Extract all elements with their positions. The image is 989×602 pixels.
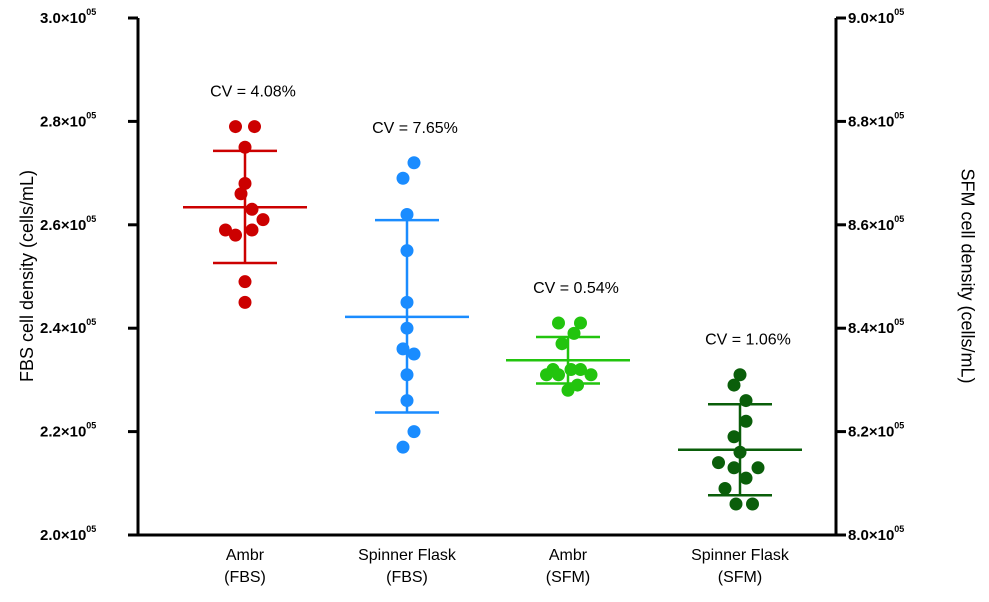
data-point [256, 213, 270, 227]
right-y-axis-title: SFM cell density (cells/mL) [957, 168, 977, 383]
category-label-line1: Spinner Flask [691, 547, 790, 564]
cv-annotation: CV = 7.65% [372, 120, 458, 137]
data-point [574, 363, 587, 377]
group-3: CV = 0.54% [506, 280, 630, 397]
left-y-tick-label: 2.0×1005 [40, 524, 96, 544]
ticks-layer: 2.0×1005 2.2×1005 2.4×1005 2.6×1005 2.8×1005… [40, 7, 904, 544]
right-y-tick-label: 8.8×1005 [848, 110, 904, 130]
data-point [245, 202, 259, 216]
left-y-tick-label: 2.4×1005 [40, 317, 96, 337]
data-point [552, 316, 565, 330]
left-y-tick-label: 3.0×1005 [40, 7, 96, 27]
data-point [739, 414, 753, 428]
data-point [729, 497, 743, 511]
data-point [712, 456, 725, 470]
data-point [746, 497, 759, 511]
left-y-tick-label: 2.8×1005 [40, 110, 96, 130]
axes-layer [136, 18, 838, 537]
data-point [396, 440, 410, 454]
group-1: CV = 4.08% [183, 84, 307, 309]
data-point [245, 223, 259, 237]
data-point [248, 120, 261, 134]
left-y-tick-label: 2.2×1005 [40, 421, 96, 441]
cv-annotation: CV = 0.54% [533, 280, 619, 297]
data-point [727, 461, 741, 475]
data-point [739, 471, 753, 485]
data-point [552, 368, 565, 382]
right-y-tick-label: 9.0×1005 [848, 7, 904, 27]
group-2: CV = 7.65% [345, 120, 469, 454]
category-label-line1: Ambr [226, 547, 265, 564]
category-label-line2: (FBS) [224, 569, 266, 586]
category-label-line1: Spinner Flask [358, 547, 457, 564]
cv-annotation: CV = 4.08% [210, 84, 296, 101]
left-y-tick-label: 2.6×1005 [40, 214, 96, 234]
data-point [571, 378, 584, 392]
data-point [407, 347, 421, 361]
cv-annotation: CV = 1.06% [705, 332, 791, 349]
category-label-line2: (SFM) [718, 569, 762, 586]
data-point [751, 461, 765, 475]
data-point [555, 337, 569, 351]
data-point [238, 275, 252, 289]
data-point [733, 368, 747, 382]
data-point [407, 156, 421, 170]
category-label-line2: (SFM) [546, 569, 590, 586]
data-point [540, 368, 553, 382]
data-point [219, 223, 232, 237]
right-y-tick-label: 8.4×1005 [848, 317, 904, 337]
category-label-line2: (FBS) [386, 569, 428, 586]
data-point [727, 430, 741, 444]
data-point [400, 207, 414, 221]
data-point [727, 378, 741, 392]
right-y-tick-label: 8.0×1005 [848, 524, 904, 544]
right-y-tick-label: 8.6×1005 [848, 214, 904, 234]
data-point [238, 295, 252, 309]
data-point [561, 383, 575, 397]
category-labels-layer: Ambr (FBS) Spinner Flask (FBS) Ambr (SFM) Spin… [224, 547, 790, 586]
data-point [574, 316, 587, 330]
data-point [718, 481, 732, 495]
data-point [407, 425, 421, 439]
data-point [229, 120, 242, 134]
left-y-axis-title: FBS cell density (cells/mL) [17, 170, 37, 382]
right-y-tick-label: 8.2×1005 [848, 421, 904, 441]
group-4: CV = 1.06% [678, 332, 802, 511]
category-label-line1: Ambr [549, 547, 588, 564]
data-point [584, 368, 598, 382]
data-point [396, 171, 410, 185]
data-point [229, 228, 242, 242]
groups-layer: CV = 4.08% CV = 7.65% CV = 0.54% CV = 1.06% [183, 84, 802, 511]
